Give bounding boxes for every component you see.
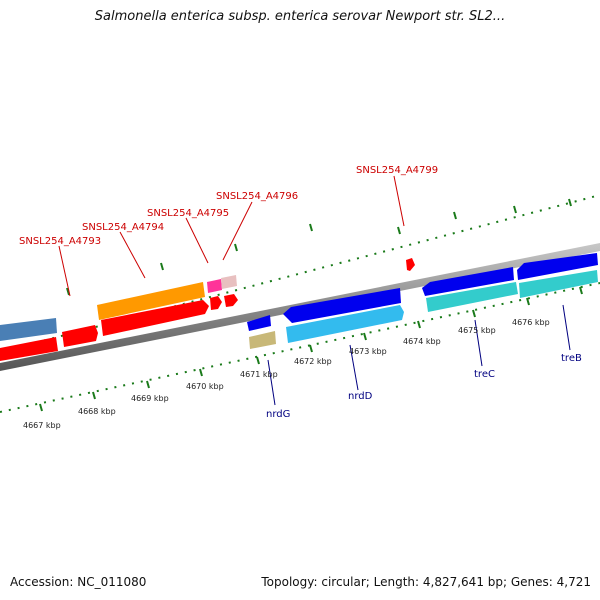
- outer-ruler: [0, 194, 600, 353]
- gene-feature[interactable]: [249, 331, 276, 349]
- gene-feature[interactable]: [62, 325, 98, 347]
- gene-feature[interactable]: [422, 267, 514, 296]
- label-leader-line: [474, 319, 483, 367]
- ruler-label: 4674 kbp: [403, 337, 441, 346]
- label-leader-line: [267, 359, 276, 406]
- gene-feature[interactable]: [286, 305, 404, 343]
- upper-label-leaders: [58, 175, 405, 297]
- ruler-label: 4667 kbp: [23, 421, 61, 430]
- outer-ruler-tick: [513, 205, 517, 214]
- gene-feature[interactable]: [283, 288, 401, 323]
- ruler-label: 4672 kbp: [294, 357, 332, 366]
- label-leader-line: [393, 175, 405, 227]
- gene-label[interactable]: treC: [474, 369, 495, 380]
- outer-ruler-tick: [397, 226, 401, 235]
- gene-feature[interactable]: [0, 318, 57, 341]
- inner-ruler-tick: [92, 391, 96, 400]
- outer-ruler-tick: [453, 211, 457, 220]
- label-leader-line: [349, 344, 359, 391]
- gene-label[interactable]: nrdD: [348, 391, 373, 402]
- gene-feature[interactable]: [101, 300, 209, 336]
- ruler-label: 4669 kbp: [131, 394, 169, 403]
- inner-ruler: [0, 282, 600, 413]
- label-leader-line: [562, 304, 571, 351]
- ruler-label: 4668 kbp: [78, 407, 116, 416]
- upper-gene-labels: SNSL254_A4793 SNSL254_A4794 SNSL254_A479…: [19, 165, 438, 247]
- inner-ruler-tick: [146, 380, 150, 389]
- gene-label[interactable]: SNSL254_A4796: [216, 191, 298, 202]
- gene-feature[interactable]: [0, 337, 58, 361]
- inner-ruler-tick: [256, 356, 260, 365]
- label-leader-line: [222, 201, 253, 261]
- lower-gene-labels: nrdG nrdD treC treB: [266, 353, 582, 420]
- gene-feature[interactable]: [247, 315, 271, 331]
- label-leader-line: [58, 245, 71, 297]
- ruler-label: 4675 kbp: [458, 326, 496, 335]
- inner-ruler-tick: [39, 403, 43, 412]
- gene-feature[interactable]: [221, 275, 237, 289]
- inner-ruler-tick: [363, 332, 367, 341]
- gene-label[interactable]: treB: [561, 353, 582, 364]
- gene-feature[interactable]: [210, 296, 222, 310]
- outer-ruler-tick: [66, 287, 70, 296]
- inner-ruler-tick: [309, 344, 313, 353]
- outer-ruler-tick: [234, 243, 238, 252]
- ruler-label: 4671 kbp: [240, 370, 278, 379]
- ruler-label: 4676 kbp: [512, 318, 550, 327]
- inner-ruler-tick: [199, 368, 203, 377]
- ruler-label: 4673 kbp: [349, 347, 387, 356]
- gene-label[interactable]: SNSL254_A4795: [147, 208, 229, 219]
- reverse-strand-genes: [247, 253, 598, 349]
- gene-feature[interactable]: [207, 279, 222, 293]
- outer-ruler-tick: [160, 262, 164, 271]
- gene-feature[interactable]: [426, 282, 518, 312]
- label-leader-line: [185, 217, 209, 264]
- inner-ruler-tick: [579, 286, 583, 295]
- genome-stats-text: Topology: circular; Length: 4,827,641 bp…: [261, 575, 591, 589]
- inner-ruler-dots: [0, 282, 600, 413]
- gene-feature[interactable]: [97, 282, 205, 320]
- ruler-labels: 4667 kbp 4668 kbp 4669 kbp 4670 kbp 4671…: [23, 318, 550, 430]
- ruler-label: 4670 kbp: [186, 382, 224, 391]
- gene-feature[interactable]: [517, 253, 598, 280]
- outer-ruler-tick: [568, 198, 572, 207]
- gene-label[interactable]: SNSL254_A4794: [82, 222, 164, 233]
- gene-label[interactable]: SNSL254_A4793: [19, 236, 101, 247]
- gene-feature[interactable]: [406, 258, 415, 271]
- gene-label[interactable]: SNSL254_A4799: [356, 165, 438, 176]
- gene-feature[interactable]: [519, 270, 598, 298]
- lower-label-leaders: [267, 304, 571, 406]
- accession-text: Accession: NC_011080: [10, 575, 147, 589]
- forward-strand-genes: [0, 258, 415, 361]
- gene-label[interactable]: nrdG: [266, 409, 290, 420]
- inner-ruler-tick: [472, 309, 476, 318]
- map-title: Salmonella enterica subsp. enterica sero…: [94, 9, 506, 24]
- gene-feature[interactable]: [224, 294, 238, 307]
- outer-ruler-tick: [309, 223, 313, 232]
- inner-ruler-tick: [417, 320, 421, 329]
- inner-ruler-tick: [526, 297, 530, 306]
- label-leader-line: [119, 231, 146, 279]
